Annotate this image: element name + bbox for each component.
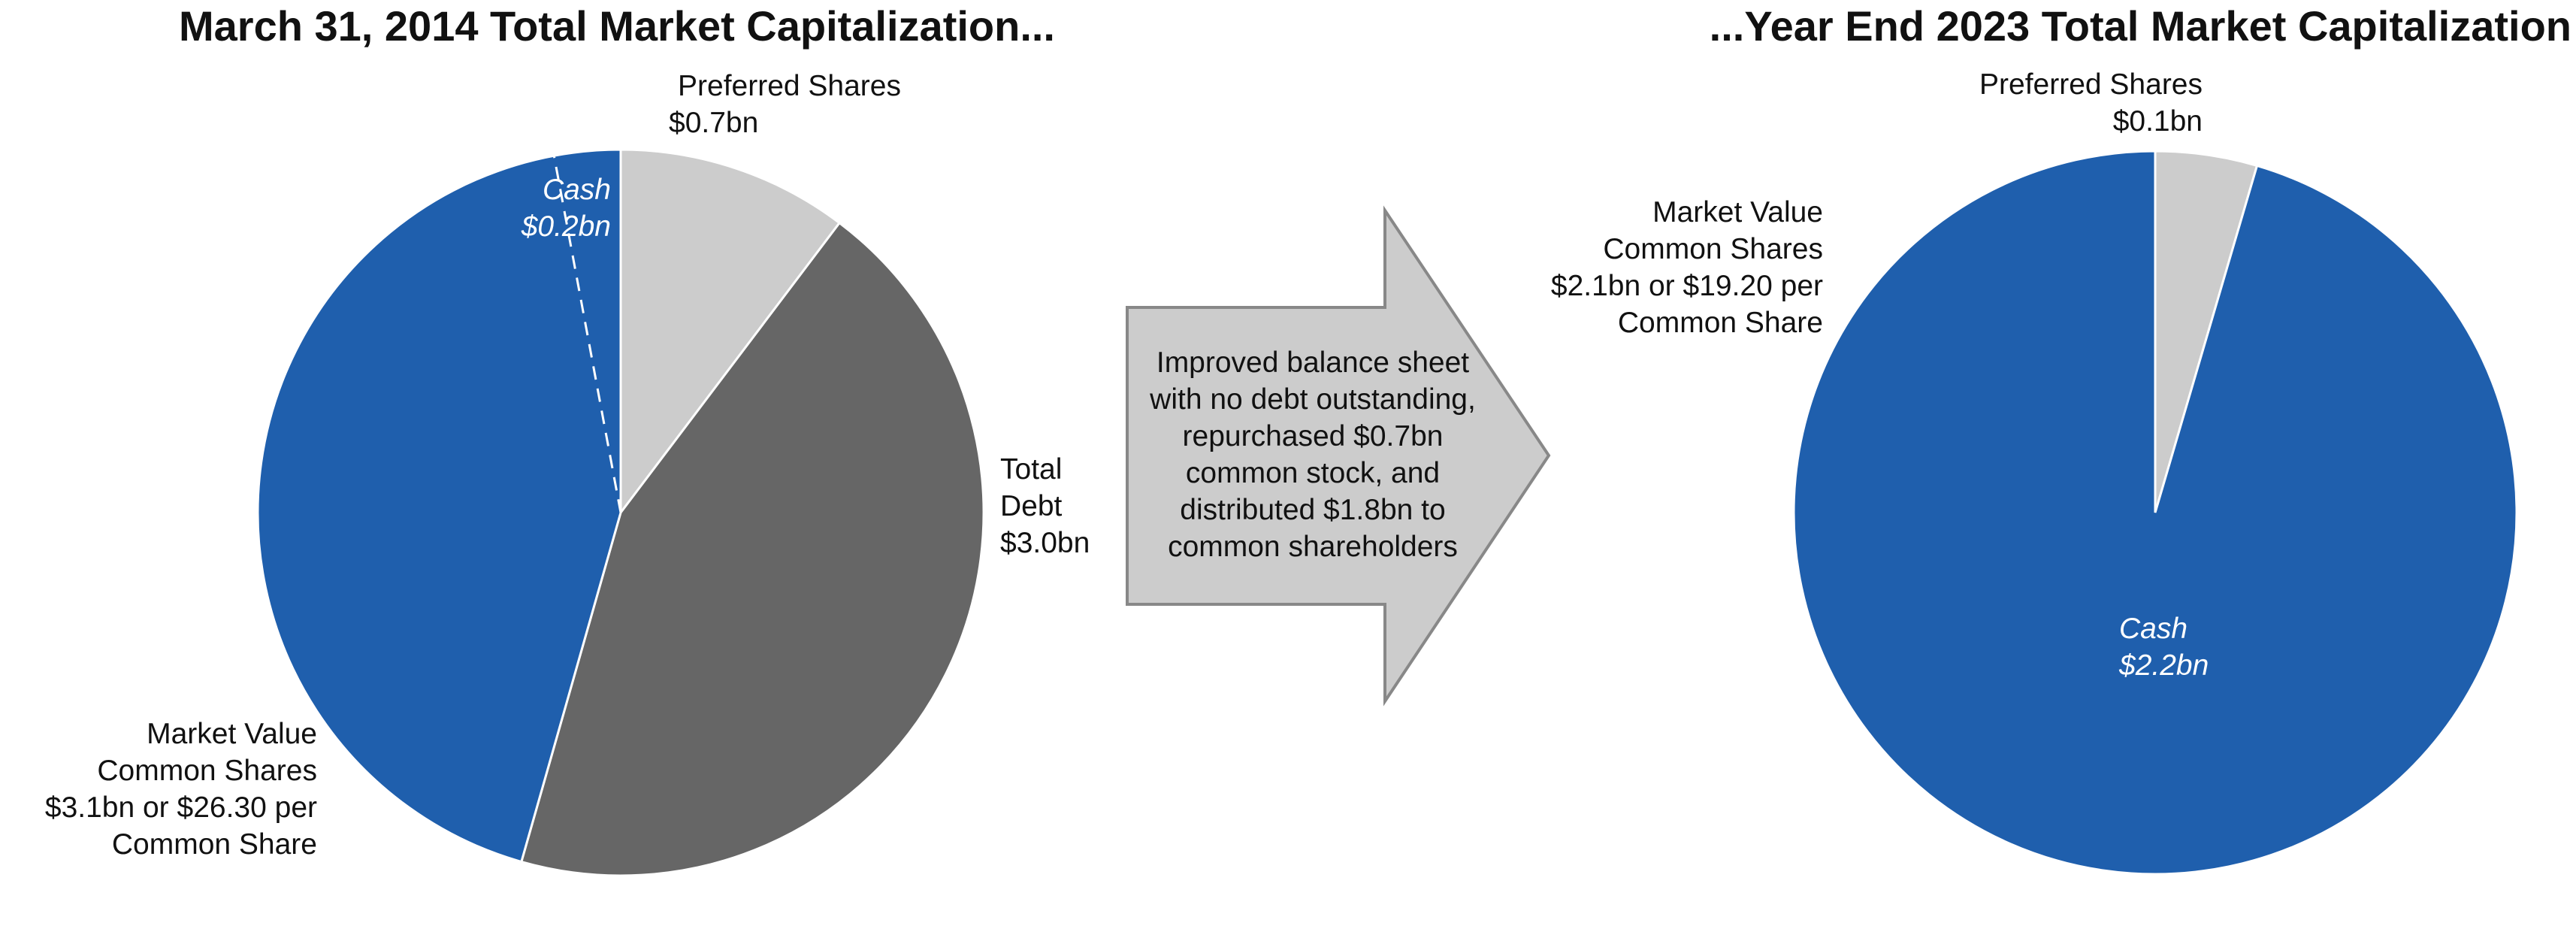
label-block: Market Value Common Shares $3.1bn or $26… bbox=[24, 716, 317, 863]
pie-slice bbox=[256, 148, 622, 864]
annotation: Cash $0.2bn bbox=[451, 171, 611, 245]
annotation: Cash $2.2bn bbox=[2119, 610, 2209, 684]
pie-slice bbox=[519, 221, 985, 877]
chart-title: ...Year End 2023 Total Market Capitaliza… bbox=[1709, 2, 2571, 50]
value-label: $3.1bn or $26.30 per Common Share bbox=[44, 791, 317, 861]
category-label: Total Debt bbox=[1000, 453, 1063, 522]
category-label: Market Value Common Shares bbox=[1603, 196, 1823, 265]
category-label: Market Value Common Shares bbox=[97, 718, 317, 787]
value-label: $0.7bn bbox=[669, 107, 759, 139]
annotation-value: $2.2bn bbox=[2119, 649, 2209, 682]
category-label: Preferred Shares bbox=[1979, 68, 2203, 101]
arrow bbox=[1126, 205, 1551, 707]
annotation-text: Cash bbox=[2119, 613, 2188, 645]
arrow-note: Improved balance sheet with no debt outs… bbox=[1150, 346, 1476, 563]
chart-title: March 31, 2014 Total Market Capitalizati… bbox=[179, 2, 1055, 50]
cash-divider bbox=[552, 155, 622, 513]
annotation-text: Cash bbox=[542, 174, 611, 206]
label-block: Preferred Shares $0.1bn bbox=[1902, 66, 2203, 140]
label-block: Preferred Shares $0.7bn bbox=[669, 68, 901, 141]
category-label: Preferred Shares bbox=[678, 70, 901, 102]
pie-slice bbox=[619, 148, 842, 516]
value-label: $0.1bn bbox=[2112, 105, 2203, 138]
label-block: Market Value Common Shares $2.1bn or $19… bbox=[1530, 194, 1823, 341]
annotation-value: $0.2bn bbox=[521, 210, 611, 243]
label-block: Total Debt $3.0bn bbox=[1000, 451, 1090, 561]
value-label: $2.1bn or $19.20 per Common Share bbox=[1550, 270, 1823, 339]
value-label: $3.0bn bbox=[1000, 527, 1090, 559]
